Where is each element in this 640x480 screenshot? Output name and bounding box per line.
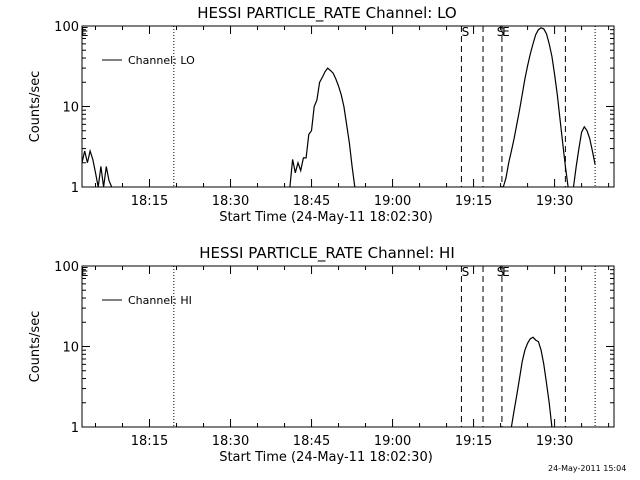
chart-panels: HESSI PARTICLE_RATE Channel: LO 18:15 18:3… [28, 4, 615, 465]
x-tick-label: 19:00 [374, 194, 411, 209]
y-axis-label: Counts/sec [28, 311, 43, 383]
x-tick-label: 19:30 [536, 434, 573, 449]
y-axis-label: Counts/sec [28, 71, 43, 143]
series-line-segment-3 [502, 27, 569, 187]
x-tick-label: 18:15 [131, 194, 168, 209]
y-tick-label: 100 [54, 20, 79, 35]
y-tick-label: 100 [54, 260, 79, 275]
y-tick-label: 10 [62, 101, 79, 116]
series-line-segment-4 [572, 125, 596, 187]
marker-s: S [497, 265, 505, 279]
chart-panel-1: HESSI PARTICLE_RATE Channel: LO 18:15 18:3… [28, 4, 615, 225]
chart-title: HESSI PARTICLE_RATE Channel: LO [197, 4, 456, 23]
marker-s: S [462, 25, 470, 39]
series-line-segment-1 [510, 336, 553, 427]
x-tick-label: 19:30 [536, 194, 573, 209]
chart-title: HESSI PARTICLE_RATE Channel: HI [199, 244, 455, 263]
marker-e: E [81, 25, 89, 39]
y-tick-label: 1 [71, 421, 79, 436]
x-axis-label: Start Time (24-May-11 18:02:30) [219, 210, 433, 225]
x-tick-label: 19:15 [455, 194, 492, 209]
marker-e: E [502, 25, 510, 39]
x-tick-label: 18:45 [293, 194, 330, 209]
legend-entry: Channel: LO [128, 54, 195, 67]
x-axis-label: Start Time (24-May-11 18:02:30) [219, 450, 433, 465]
x-tick-label: 19:15 [455, 434, 492, 449]
x-tick-label: 18:15 [131, 434, 168, 449]
chart-panel-2: HESSI PARTICLE_RATE Channel: HI 18:15 18:3… [28, 244, 615, 465]
legend-entry: Channel: HI [128, 294, 192, 307]
x-tick-label: 18:30 [212, 194, 249, 209]
marker-s: S [462, 265, 470, 279]
footer-timestamp: 24-May-2011 15:04 [548, 464, 626, 473]
x-tick-label: 19:00 [374, 434, 411, 449]
y-tick-label: 10 [62, 341, 79, 356]
marker-e: E [81, 265, 89, 279]
x-tick-label: 18:30 [212, 434, 249, 449]
series-line-segment-1 [82, 148, 113, 187]
y-tick-label: 1 [71, 181, 79, 196]
marker-s: S [497, 25, 505, 39]
series-line-segment-2 [289, 67, 356, 187]
marker-e: E [502, 265, 510, 279]
x-tick-label: 18:45 [293, 434, 330, 449]
